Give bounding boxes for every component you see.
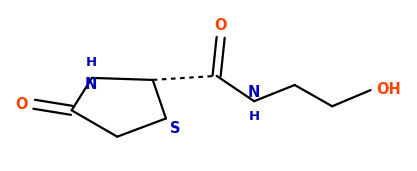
Text: H: H [85, 56, 96, 69]
Text: OH: OH [376, 82, 400, 97]
Text: N: N [85, 77, 97, 92]
Text: N: N [248, 85, 260, 100]
Text: O: O [15, 97, 28, 112]
Text: O: O [214, 18, 227, 33]
Text: S: S [170, 121, 181, 136]
Text: H: H [249, 110, 260, 123]
